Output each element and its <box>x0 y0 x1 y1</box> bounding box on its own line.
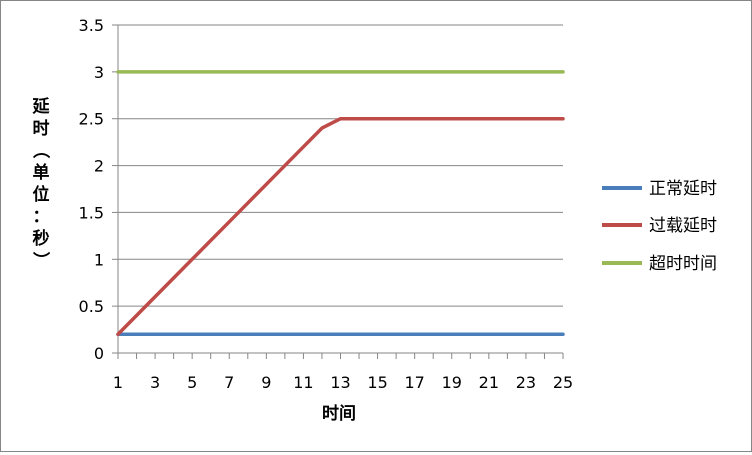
y-tick-label: 0 <box>94 344 104 363</box>
x-tick-label: 15 <box>367 373 387 392</box>
y-axis-title-char: 时 <box>33 119 50 139</box>
y-tick-label: 0.5 <box>79 297 104 316</box>
y-tick-label: 1.5 <box>79 203 104 222</box>
x-tick-label: 13 <box>330 373 350 392</box>
y-tick-label: 3 <box>94 63 104 82</box>
x-tick-labels: 1 3 5 7 9 11 13 15 17 19 21 23 25 <box>113 373 573 392</box>
x-tick-label: 5 <box>187 373 197 392</box>
axes <box>112 24 564 359</box>
x-tick-label: 23 <box>516 373 536 392</box>
x-tick-label: 19 <box>442 373 462 392</box>
y-axis-title-char: 秒 <box>33 228 50 249</box>
x-tick-label: 25 <box>553 373 573 392</box>
y-axis-title-char: ） <box>30 252 51 269</box>
series-line-2 <box>116 116 565 337</box>
series-lines <box>116 70 565 337</box>
y-tick-label: 2.5 <box>79 110 104 129</box>
x-tick-label: 9 <box>261 373 271 392</box>
legend-label: 正常延时 <box>649 179 717 199</box>
y-tick-label: 2 <box>94 157 104 176</box>
x-tick-label: 7 <box>224 373 234 392</box>
x-tick-label: 11 <box>293 373 313 392</box>
y-tick-label: 3.5 <box>79 16 104 35</box>
y-axis-title-char: 延 <box>32 96 51 117</box>
y-axis-title: 延时 （ 单位：秒 ） <box>30 96 51 269</box>
x-tick-label: 21 <box>479 373 499 392</box>
x-tick-label: 1 <box>113 373 123 392</box>
legend-label: 过载延时 <box>649 216 717 236</box>
gridlines <box>118 24 563 307</box>
y-tick-label: 1 <box>94 250 104 269</box>
y-axis-title-char: （ <box>30 142 51 159</box>
x-tick-label: 17 <box>404 373 424 392</box>
y-axis-title-char: ： <box>33 207 50 227</box>
y-axis-title-char: 单 <box>33 162 50 183</box>
x-tick-label: 3 <box>150 373 160 392</box>
x-axis-title: 时间 <box>322 403 356 424</box>
y-axis-title-char: 位 <box>33 184 50 205</box>
y-tick-labels: 0 0.5 1 1.5 2 2.5 3 3.5 <box>79 16 104 363</box>
legend-label: 超时时间 <box>649 254 717 274</box>
